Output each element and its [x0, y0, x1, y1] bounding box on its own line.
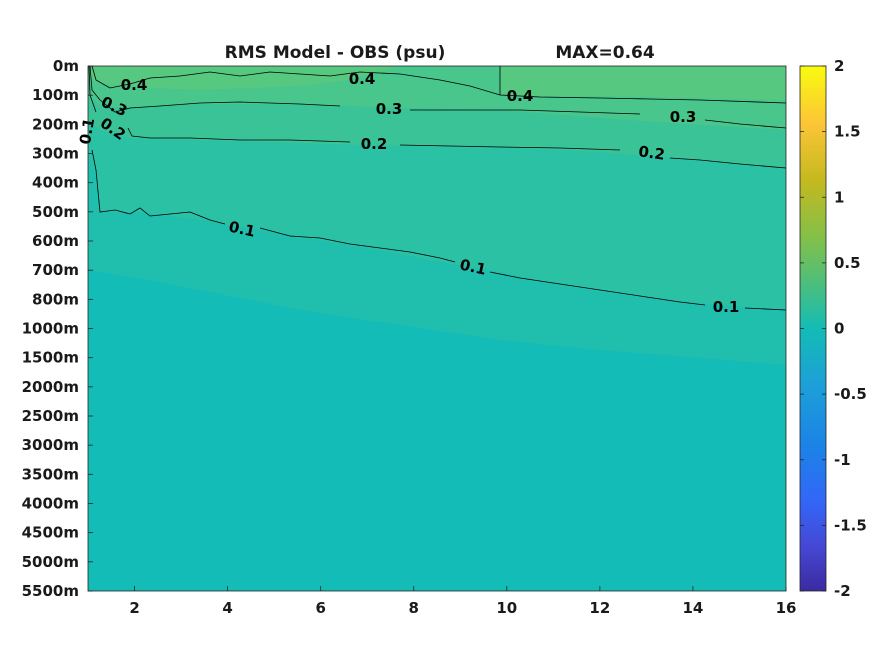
contour-label: 0.2 — [637, 142, 666, 164]
y-tick-label: 400m — [32, 174, 79, 192]
colorbar-tick-label: 2 — [834, 57, 844, 75]
colorbar-fill — [799, 65, 827, 592]
y-tick-label: 5500m — [22, 582, 79, 600]
contour-label: 0.3 — [670, 108, 697, 126]
chart-title: RMS Model - OBS (psu) — [225, 43, 446, 63]
y-tick-label: 3000m — [22, 436, 79, 454]
contour-label: 0.3 — [376, 100, 403, 118]
y-tick-label: 800m — [32, 290, 79, 308]
contour-line-0.4 — [91, 66, 786, 104]
y-tick-label: 4000m — [22, 495, 79, 513]
colorbar-tick-label: -0.5 — [834, 385, 867, 403]
heatmap-band-04 — [88, 66, 786, 100]
y-tick-label: 0m — [53, 57, 79, 75]
contour-line-0.1 — [91, 149, 786, 311]
colorbar-tick-label: -1.5 — [834, 516, 867, 534]
colorbar-ticks: 2 1.5 1 0.5 0 -0.5 -1 -1.5 -2 — [800, 57, 867, 600]
x-tick-label: 2 — [129, 599, 139, 617]
x-tick-label: 16 — [776, 599, 797, 617]
colorbar-tick-label: 0.5 — [834, 254, 861, 272]
max-annotation: MAX=0.64 — [555, 43, 655, 63]
y-tick-label: 1000m — [22, 320, 79, 338]
contour-label: 0.1 — [227, 218, 257, 241]
contour-line-0.3 — [89, 66, 786, 129]
colorbar-tick-label: 0 — [834, 320, 844, 338]
colorbar-tick-label: 1 — [834, 188, 844, 206]
colorbar-tick-label: 1.5 — [834, 123, 861, 141]
y-tick-label: 3500m — [22, 465, 79, 483]
y-tick-label: 200m — [32, 115, 79, 133]
x-axis: 2 4 6 8 10 12 14 16 — [129, 586, 796, 617]
y-tick-label: 4500m — [22, 524, 79, 542]
contour-label: 0.4 — [121, 76, 148, 94]
contour-label: 0.1 — [713, 298, 740, 316]
colorbar: 2 1.5 1 0.5 0 -0.5 -1 -1.5 -2 — [799, 57, 867, 600]
contour-label: 0.1 — [458, 256, 488, 279]
contour-label: 0.4 — [507, 87, 534, 105]
y-tick-label: 2500m — [22, 407, 79, 425]
y-tick-label: 2000m — [22, 378, 79, 396]
y-tick-label: 500m — [32, 203, 79, 221]
x-tick-label: 14 — [682, 599, 703, 617]
contour-label: 0.4 — [349, 70, 376, 88]
y-tick-label: 300m — [32, 145, 79, 163]
contour-label: 0.1 — [76, 116, 98, 145]
plot-area — [88, 66, 786, 591]
contour-label: 0.2 — [361, 135, 388, 153]
y-axis: 0m 100m 200m 300m 400m 500m 600m 700m 800m 1000m 1… — [22, 57, 93, 600]
colorbar-tick-label: -2 — [834, 582, 851, 600]
x-tick-label: 4 — [222, 599, 232, 617]
y-tick-label: 5000m — [22, 553, 79, 571]
y-tick-label: 700m — [32, 261, 79, 279]
x-tick-label: 6 — [315, 599, 325, 617]
x-tick-label: 10 — [496, 599, 517, 617]
x-tick-label: 8 — [409, 599, 419, 617]
y-tick-label: 1500m — [22, 349, 79, 367]
colorbar-tick-label: -1 — [834, 451, 851, 469]
y-tick-label: 100m — [32, 86, 79, 104]
y-tick-label: 600m — [32, 232, 79, 250]
x-tick-label: 12 — [589, 599, 610, 617]
